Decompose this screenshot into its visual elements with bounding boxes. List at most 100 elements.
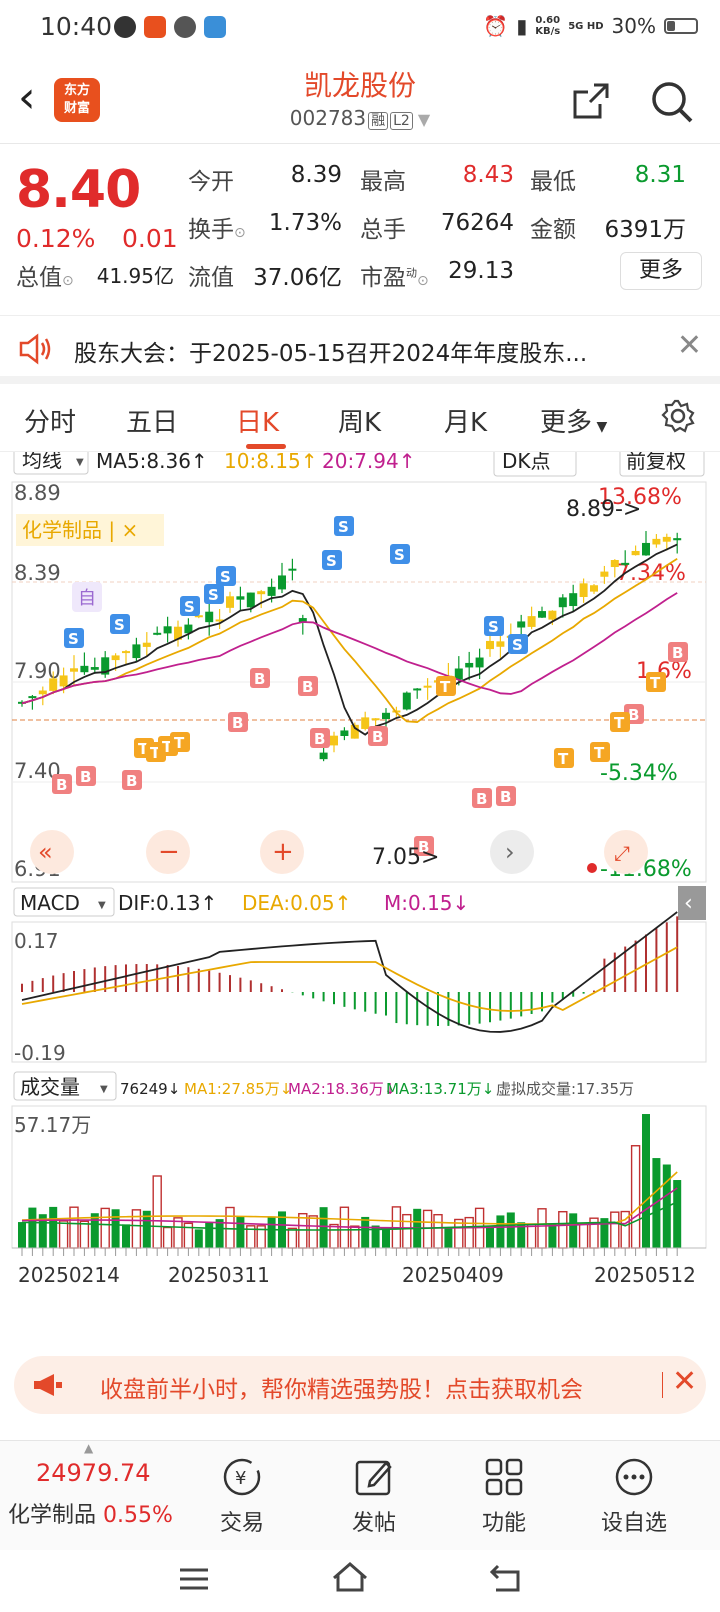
chevron-down-icon: ▼ bbox=[592, 419, 608, 435]
price-y-label: 8.39 bbox=[14, 561, 61, 585]
signal-b-label: B bbox=[80, 768, 91, 786]
volume-ma-line bbox=[21, 1171, 678, 1225]
post-button[interactable]: 发帖 bbox=[324, 1455, 424, 1537]
candle-body bbox=[590, 585, 598, 592]
megaphone-icon bbox=[34, 1374, 62, 1396]
tab-weekly-k[interactable]: 周K bbox=[338, 408, 382, 438]
stock-code-row[interactable]: 002783 融 L2 ▼ bbox=[0, 106, 720, 130]
turnover-value: 1.73% bbox=[268, 210, 342, 236]
float-value: 37.06亿 bbox=[253, 265, 342, 291]
candle-body bbox=[298, 618, 307, 623]
candle-body bbox=[278, 575, 286, 590]
zoom-out-button[interactable]: − bbox=[146, 830, 190, 874]
home-icon[interactable] bbox=[330, 1560, 370, 1594]
macd-select[interactable] bbox=[13, 887, 115, 917]
close-icon[interactable]: ✕ bbox=[672, 1364, 698, 1399]
close-icon[interactable]: ✕ bbox=[676, 328, 702, 363]
chevron-down-icon: ▼ bbox=[76, 457, 84, 468]
open-label: 今开 bbox=[188, 169, 234, 195]
chevron-down-icon: ▼ bbox=[100, 1084, 108, 1095]
brand-logo[interactable]: 东方 财富 bbox=[54, 78, 100, 122]
volume-bar bbox=[371, 1225, 380, 1248]
add-watchlist-button[interactable]: 设自选 bbox=[584, 1455, 684, 1537]
gear-icon[interactable] bbox=[660, 398, 696, 434]
candle-body bbox=[673, 538, 682, 541]
signal-s-label: S bbox=[220, 568, 231, 586]
trade-button[interactable]: ¥ 交易 bbox=[192, 1455, 292, 1537]
menu-icon[interactable] bbox=[176, 1564, 212, 1594]
signal-s-label: S bbox=[326, 552, 337, 570]
tab-more[interactable]: 更多 ▼ bbox=[540, 408, 608, 438]
candle-body bbox=[569, 593, 578, 607]
candle-body bbox=[267, 586, 276, 596]
scroll-left-button[interactable]: « bbox=[30, 830, 74, 874]
signal-b-badge bbox=[250, 668, 270, 688]
signal-s-label: S bbox=[208, 586, 219, 604]
kline-chart[interactable]: 均线 ▼ MA5:8.36↑ 10:8.15↑ 20:7.94↑ DK点 前复权… bbox=[0, 445, 720, 1352]
fullscreen-button[interactable]: ⤢ bbox=[604, 830, 648, 874]
candle-body bbox=[319, 752, 328, 760]
industry-index[interactable]: 化学制品 0.55% bbox=[8, 1503, 173, 1528]
notice-bar[interactable]: 股东大会：于2025-05-15召开2024年年度股东... ✕ bbox=[0, 316, 720, 384]
volume-select[interactable] bbox=[13, 1071, 117, 1101]
chart-tabs: 分时 五日 日K 周K 月K 更多 ▼ bbox=[0, 392, 720, 452]
volume-bar bbox=[122, 1224, 130, 1248]
pe-value: 29.13 bbox=[448, 258, 514, 284]
volume-bar bbox=[578, 1222, 589, 1249]
volume-bar bbox=[38, 1214, 47, 1248]
status-bar: 10:40 ⏰ ▮ 0.60 KB/s 5G HD 30% bbox=[0, 0, 720, 56]
signal-t-badge bbox=[610, 712, 630, 732]
volume-ma3: MA3:13.71万↓ bbox=[386, 1080, 494, 1098]
next-button[interactable]: › bbox=[490, 830, 534, 874]
vibrate-icon: ▮ bbox=[516, 14, 528, 38]
date-label-1: 20250214 bbox=[18, 1263, 120, 1287]
candle-body bbox=[142, 642, 151, 647]
yen-cycle-icon: ¥ bbox=[223, 1458, 261, 1496]
signal-b-badge bbox=[368, 726, 388, 746]
promo-banner[interactable]: 收盘前半小时，帮你精选强势股！点击获取机会 ✕ bbox=[14, 1356, 706, 1414]
volume-bar bbox=[215, 1219, 224, 1248]
industry-index-value[interactable]: 24979.74 bbox=[36, 1459, 151, 1487]
candle-body bbox=[111, 655, 120, 661]
macd-lines bbox=[21, 911, 678, 1033]
volume-bar bbox=[79, 1220, 90, 1249]
kline-chart-area[interactable]: 均线 ▼ MA5:8.36↑ 10:8.15↑ 20:7.94↑ DK点 前复权… bbox=[0, 445, 720, 1352]
candle-body bbox=[454, 668, 463, 680]
candle-body bbox=[662, 536, 671, 542]
search-icon[interactable] bbox=[650, 80, 694, 124]
candle-body bbox=[621, 562, 630, 565]
macd-dea-line bbox=[21, 946, 678, 1012]
tab-five-day[interactable]: 五日 bbox=[126, 408, 179, 438]
signal-t-badge bbox=[554, 748, 574, 768]
volume-bar bbox=[600, 1218, 609, 1248]
industry-tag[interactable]: 化学制品 | × bbox=[22, 518, 138, 542]
price-pct-label: -5.34% bbox=[600, 761, 678, 786]
self-select-tag-bg bbox=[72, 582, 102, 612]
notice-text: 股东大会：于2025-05-15召开2024年年度股东... bbox=[74, 341, 588, 367]
net-speed: 0.60 KB/s bbox=[535, 15, 561, 37]
share-icon[interactable] bbox=[572, 82, 610, 120]
back-icon[interactable]: ‹ bbox=[18, 72, 36, 123]
tab-intraday[interactable]: 分时 bbox=[24, 408, 77, 438]
candle-body bbox=[215, 619, 224, 622]
more-button[interactable]: 更多 bbox=[620, 252, 702, 290]
zoom-in-button[interactable]: + bbox=[260, 830, 304, 874]
live-dot bbox=[587, 863, 597, 873]
virtual-volume: 虚拟成交量:17.35万 bbox=[496, 1080, 634, 1098]
candle-body bbox=[631, 550, 640, 556]
candle-body bbox=[330, 735, 338, 746]
tab-monthly-k[interactable]: 月K bbox=[444, 408, 488, 438]
signal-t-label: T bbox=[594, 744, 605, 762]
volume-ma1: MA1:27.85万↓ bbox=[184, 1080, 292, 1098]
tab-daily-k[interactable]: 日K bbox=[236, 408, 280, 438]
macd-bottom-label: -0.19 bbox=[14, 1041, 66, 1065]
collapse-panel-button[interactable] bbox=[678, 886, 706, 920]
battery-icon bbox=[664, 18, 698, 34]
volume-bar bbox=[402, 1213, 412, 1249]
plus-icon: + bbox=[272, 837, 294, 867]
function-button[interactable]: 功能 bbox=[454, 1455, 554, 1537]
back-nav-icon[interactable] bbox=[488, 1562, 524, 1594]
volume-label: 成交量 bbox=[20, 1075, 80, 1099]
chevron-right-icon: › bbox=[505, 838, 515, 866]
